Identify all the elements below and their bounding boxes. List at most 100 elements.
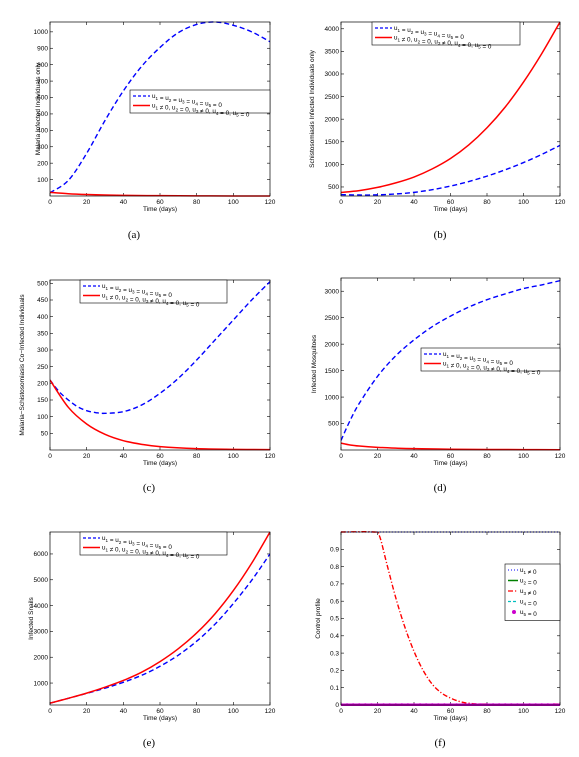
legend-marker	[512, 610, 516, 614]
x-tick-label: 0	[339, 453, 343, 460]
y-tick-label: 4000	[34, 603, 49, 610]
legend-label: u1 = u2 = u3 = u4 = u5 = 0	[152, 93, 222, 109]
y-tick-label: 0.5	[330, 616, 339, 623]
x-tick-label: 40	[120, 199, 128, 206]
legend-label: u3 ≠ 0	[520, 588, 537, 597]
y-tick-label: 1000	[34, 680, 49, 687]
y-tick-label: 1000	[325, 162, 340, 169]
x-tick-label: 20	[83, 453, 91, 460]
y-tick-label: 3000	[325, 288, 340, 295]
y-tick-label: 3000	[34, 629, 49, 636]
legend-label: u1 = u2 = u3 = u4 = u5 = 0	[102, 535, 172, 551]
x-tick-label: 20	[374, 453, 382, 460]
plot-frame	[49, 279, 271, 451]
panel-caption: (d)	[434, 482, 447, 494]
y-tick-label: 2000	[325, 116, 340, 123]
y-tick-label: 1000	[325, 394, 340, 401]
y-tick-label: 2000	[325, 341, 340, 348]
panel-caption: (f)	[435, 737, 446, 749]
y-tick-label: 300	[37, 347, 48, 354]
legend-label: u1 = u2 = u3 = u4 = u5 = 0	[102, 283, 172, 299]
y-tick-label: 2000	[34, 654, 49, 661]
y-axis-label: Control profile	[315, 598, 322, 639]
plot-frame	[340, 21, 561, 197]
x-tick-label: 100	[228, 199, 239, 206]
y-tick-label: 400	[37, 314, 48, 321]
x-tick-label: 120	[555, 708, 566, 715]
y-tick-label: 4000	[325, 26, 340, 33]
chart-panel-f: 0 20 40 60 80 100 120 0 0.1 0.2 0.3 0.4 0.5 0.6 0.7 0.8…	[315, 531, 566, 749]
y-tick-label: 2500	[325, 315, 340, 322]
legend-box	[79, 279, 228, 304]
x-tick-label: 80	[483, 199, 491, 206]
y-tick-label: 0.9	[330, 547, 339, 554]
series-b-2	[341, 21, 560, 194]
y-tick-label: 0.1	[330, 685, 339, 692]
x-tick-label: 0	[48, 453, 52, 460]
legend-label: u5 = 0	[520, 609, 537, 618]
plot-frame	[49, 531, 271, 706]
y-tick-label: 0.2	[330, 668, 339, 675]
y-tick-label: 3000	[325, 71, 340, 78]
y-axis-label: Infected Snails	[28, 596, 35, 639]
y-axis-label: Infected Mosquitoes	[311, 334, 318, 393]
x-tick-label: 60	[447, 199, 455, 206]
y-tick-label: 250	[37, 364, 48, 371]
y-tick-label: 50	[41, 431, 49, 438]
panel-caption: (a)	[128, 229, 141, 241]
y-tick-label: 100	[37, 177, 48, 184]
x-tick-label: 120	[265, 453, 276, 460]
legend-label: u1 = u2 = u3 = u4 = u5 = 0	[394, 25, 464, 41]
legend-label: u2 = 0	[520, 578, 537, 587]
y-tick-label: 600	[37, 95, 48, 102]
x-tick-label: 40	[410, 453, 418, 460]
y-tick-label: 400	[37, 128, 48, 135]
x-axis-label: Time (days)	[433, 460, 467, 467]
y-tick-label: 500	[37, 281, 48, 288]
panel-caption: (b)	[434, 229, 447, 241]
y-tick-label: 1500	[325, 139, 340, 146]
y-tick-label: 450	[37, 297, 48, 304]
legend-label: u1 ≠ 0, u2 = 0, u3 ≠ 0, u4 = 0, u5 = 0	[394, 35, 492, 51]
legend-label: u1 ≠ 0, u2 = 0, u3 ≠ 0, u4 = 0, u5 = 0	[443, 361, 541, 377]
y-tick-label: 0.8	[330, 564, 339, 571]
legend-box	[420, 347, 561, 372]
y-tick-label: 800	[37, 62, 48, 69]
y-tick-label: 500	[328, 184, 339, 191]
y-tick-label: 350	[37, 331, 48, 338]
x-axis-label: Time (days)	[143, 460, 177, 467]
x-tick-label: 120	[555, 453, 566, 460]
series-c-1	[50, 281, 270, 415]
x-tick-label: 100	[228, 453, 239, 460]
y-axis-label: Malaria Infected Individuals only	[35, 62, 42, 155]
legend-label: u1 ≠ 0, u2 = 0, u3 ≠ 0, u4 = 0, u5 = 0	[152, 103, 250, 119]
chart-panel-d: 0 20 40 60 80 100 120 500 1000 1500 2000 2500 3000 Ti…	[311, 277, 566, 494]
y-axis-label: Schistosomiasis Infected Individuals onl…	[309, 49, 316, 168]
panel-caption: (e)	[143, 737, 156, 749]
x-tick-label: 80	[193, 453, 201, 460]
y-tick-label: 700	[37, 78, 48, 85]
x-tick-label: 100	[228, 708, 239, 715]
legend-label: u1 ≠ 0, u2 = 0, u3 ≠ 0, u4 = 0, u5 = 0	[102, 293, 200, 309]
y-tick-label: 0.4	[330, 633, 339, 640]
x-tick-label: 0	[48, 199, 52, 206]
x-tick-label: 80	[193, 199, 201, 206]
x-tick-label: 40	[120, 708, 128, 715]
x-tick-label: 100	[518, 199, 529, 206]
y-tick-label: 200	[37, 160, 48, 167]
panel-caption: (c)	[143, 482, 156, 494]
chart-panel-a: 0 20 40 60 80 100 120 100 200 300 400 500 600 700 800 9…	[34, 21, 276, 241]
y-axis-label: Malaria−Schistosomiasis Co−Infected Indi…	[19, 294, 26, 436]
series-e-2	[50, 531, 270, 704]
x-tick-label: 20	[83, 708, 91, 715]
y-tick-label: 500	[328, 421, 339, 428]
legend-label: u1 ≠ 0	[520, 567, 537, 576]
y-tick-label: 0.6	[330, 598, 339, 605]
x-tick-label: 120	[265, 708, 276, 715]
x-tick-label: 0	[48, 708, 52, 715]
x-tick-label: 20	[83, 199, 91, 206]
legend-swatch	[512, 610, 516, 614]
series-c-2	[50, 379, 270, 451]
y-tick-label: 300	[37, 144, 48, 151]
